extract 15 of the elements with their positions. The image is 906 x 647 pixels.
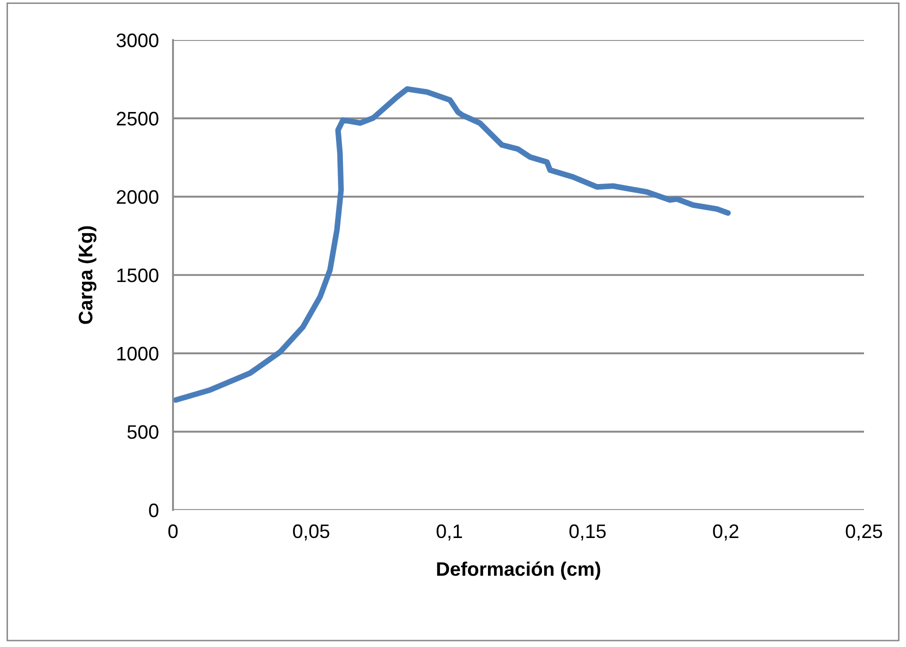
y-tick-label: 0 [149, 503, 158, 518]
y-tick-label: 2500 [116, 112, 158, 126]
x-tick-label: 0,15 [569, 524, 606, 540]
x-tick-label: 0,05 [293, 524, 330, 540]
x-tick-label: 0,1 [436, 524, 462, 540]
y-tick-label: 2000 [116, 190, 158, 204]
y-axis-title: Carga (Kg) [78, 226, 96, 324]
x-axis-title: Deformación (cm) [437, 561, 600, 580]
y-tick-label: 1000 [117, 346, 158, 361]
y-tick-label: 1500 [117, 268, 158, 282]
y-tick-label: 500 [127, 425, 158, 439]
x-tick-label: 0,2 [713, 524, 738, 540]
y-tick-label: 3000 [116, 33, 158, 48]
x-tick-label: 0 [168, 524, 178, 538]
x-tick-label: 0,25 [846, 524, 882, 540]
